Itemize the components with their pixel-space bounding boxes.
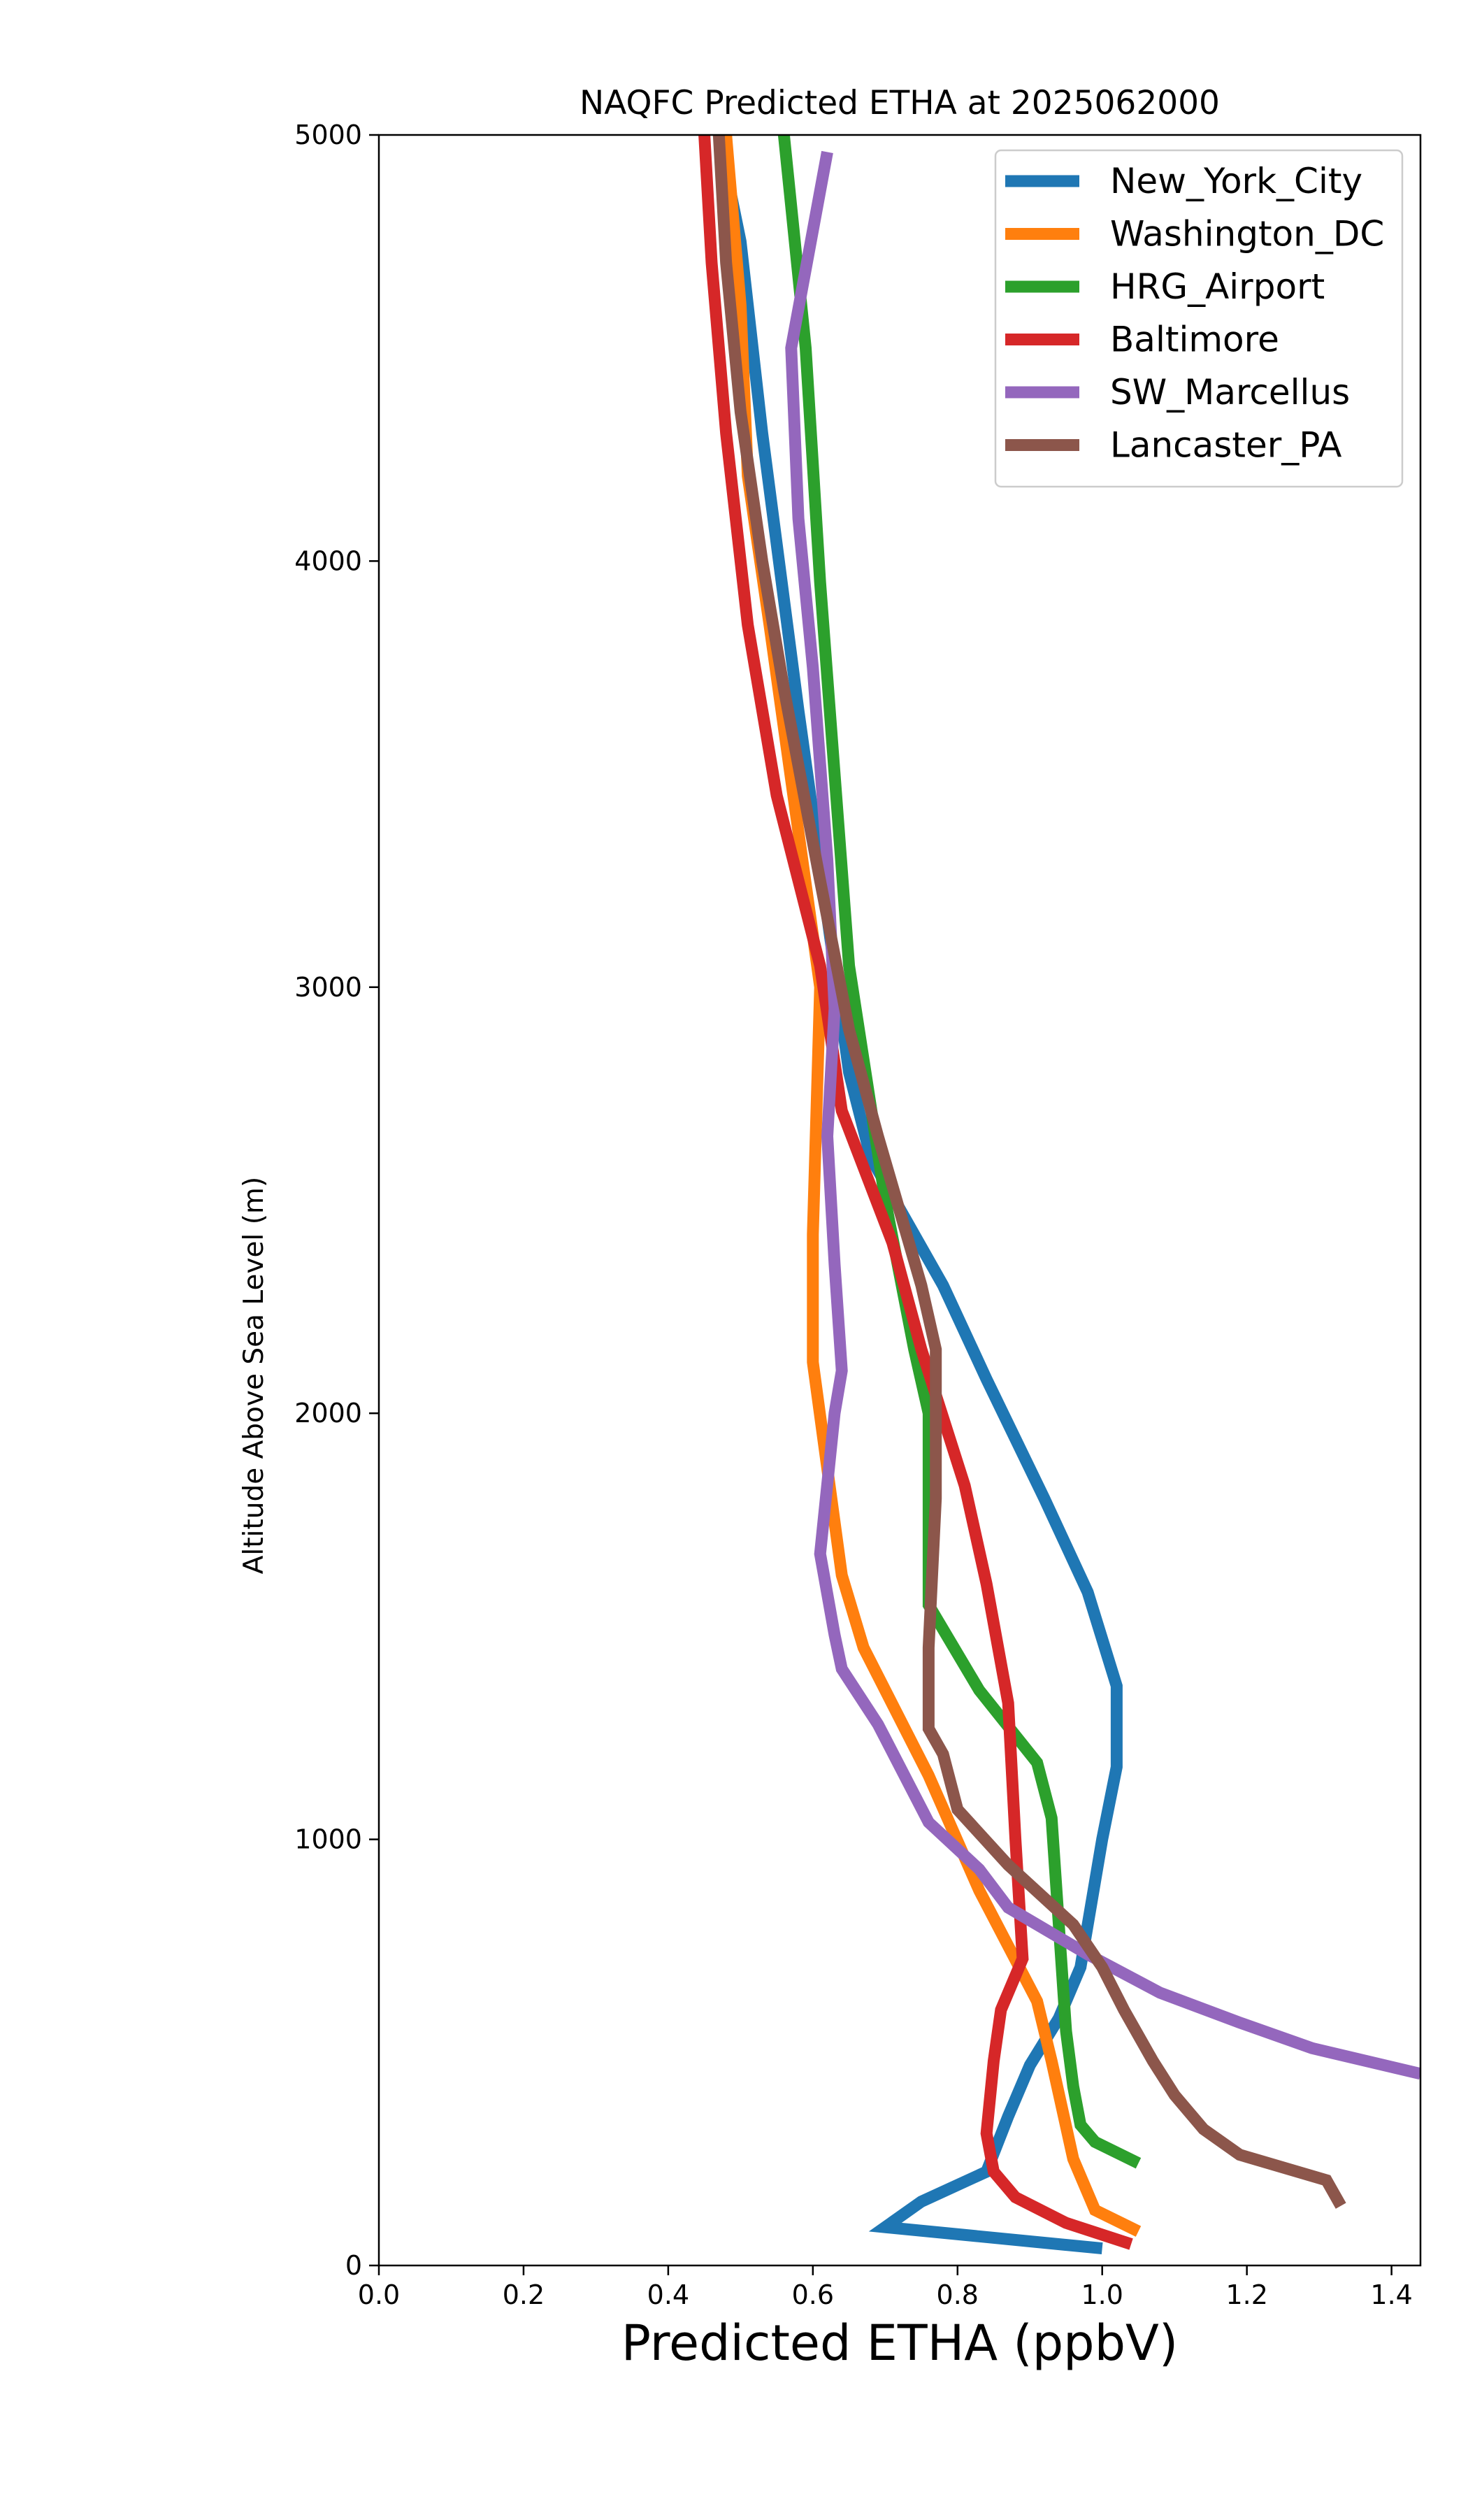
legend-label: Baltimore <box>1110 320 1279 360</box>
y-axis-label: Altitude Above Sea Level (m) <box>238 1177 270 1574</box>
y-tick-label: 0 <box>345 2250 362 2281</box>
x-tick-label: 0.4 <box>647 2279 689 2310</box>
series-line-baltimore <box>698 135 1133 2250</box>
y-tick-label: 1000 <box>294 1824 362 1855</box>
x-tick-label: 1.4 <box>1370 2279 1412 2310</box>
chart-title: NAQFC Predicted ETHA at 2025062000 <box>580 84 1220 122</box>
plot-frame <box>377 134 1422 2267</box>
series-line-sw-marcellus <box>785 150 1420 2080</box>
series-line-hrg-airport <box>777 135 1142 2169</box>
y-axis: 0 1000 2000 3000 4000 5000 <box>294 120 379 2281</box>
x-tick-label: 1.2 <box>1225 2279 1267 2310</box>
x-tick-label: 0.6 <box>792 2279 834 2310</box>
legend-label: Lancaster_PA <box>1110 425 1341 466</box>
x-axis: 0.0 0.2 0.4 0.6 0.8 1.0 1.2 1.4 <box>358 2265 1413 2310</box>
x-tick-label: 1.0 <box>1081 2279 1123 2310</box>
y-tick-label: 5000 <box>294 120 362 150</box>
legend-label: New_York_City <box>1110 161 1362 201</box>
legend-label: SW_Marcellus <box>1110 372 1350 413</box>
legend-label: Washington_DC <box>1110 214 1384 255</box>
series-layer <box>698 135 1420 2255</box>
series-line-lancaster-pa <box>712 135 1346 2209</box>
y-tick-label: 2000 <box>294 1398 362 1429</box>
y-tick-label: 3000 <box>294 972 362 1003</box>
y-tick-label: 4000 <box>294 545 362 576</box>
x-tick-label: 0.8 <box>937 2279 979 2310</box>
x-tick-label: 0.2 <box>503 2279 545 2310</box>
x-tick-label: 0.0 <box>358 2279 400 2310</box>
legend: New_York_City Washington_DC HRG_Airport Bal… <box>994 149 1404 488</box>
legend-label: HRG_Airport <box>1110 266 1325 307</box>
x-axis-label: Predicted ETHA (ppbV) <box>621 2314 1178 2372</box>
legend-box <box>994 149 1404 488</box>
